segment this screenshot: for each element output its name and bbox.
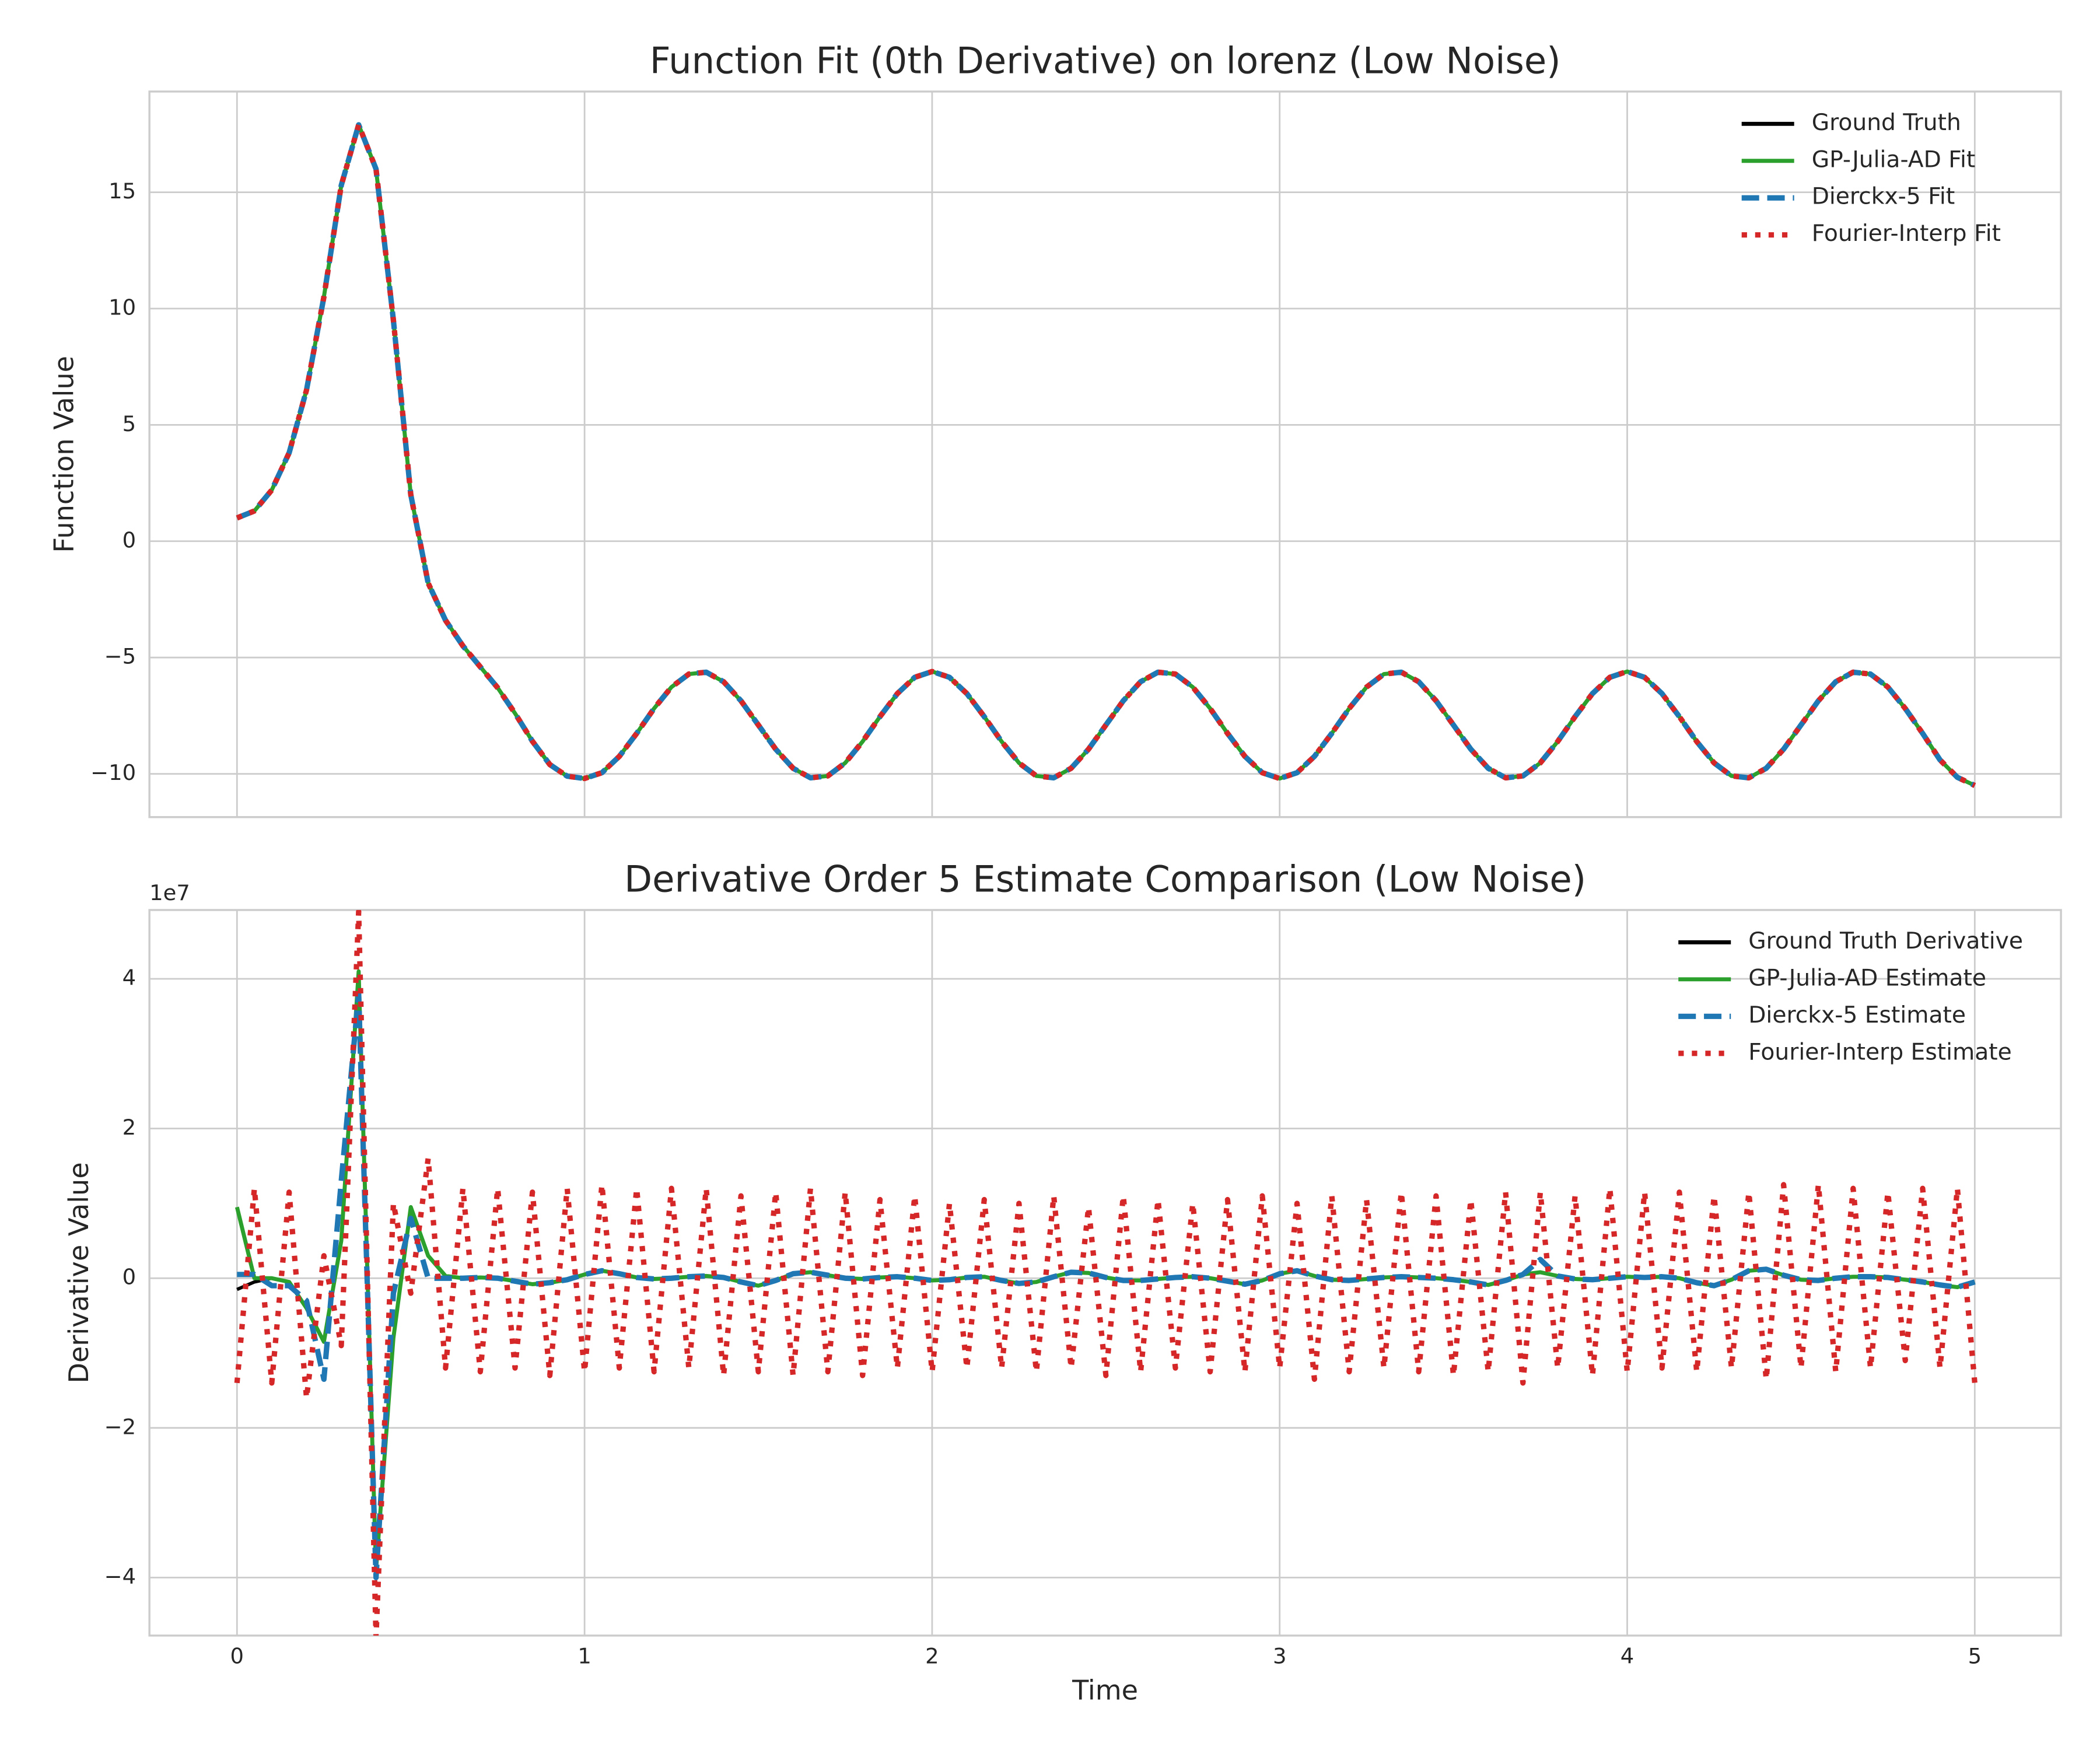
legend: Ground Truth GP-Julia-AD Fit Dierckx-5 Fit… xyxy=(1741,110,2001,247)
series-line xyxy=(237,991,1976,1581)
y-tick-label: −5 xyxy=(104,644,136,669)
y-tick-label: 10 xyxy=(108,295,136,320)
x-tick-label: 3 xyxy=(1273,1643,1286,1668)
y-tick-label: 15 xyxy=(108,178,136,204)
x-tick-label: 0 xyxy=(230,1643,244,1668)
legend-label: Dierckx-5 Estimate xyxy=(1748,1002,1966,1028)
legend-label: Dierckx-5 Fit xyxy=(1812,184,1955,210)
y-tick-label: 0 xyxy=(123,1265,136,1290)
y-tick-label: 5 xyxy=(123,411,136,436)
axes-frame xyxy=(148,90,2062,818)
y-tick-label: −2 xyxy=(104,1414,136,1439)
axes-frame xyxy=(148,909,2062,1637)
chart-title: Derivative Order 5 Estimate Comparison (… xyxy=(624,858,1586,901)
y-offset-label: 1e7 xyxy=(149,880,190,905)
x-tick-label: 4 xyxy=(1620,1643,1634,1668)
y-axis-label: Function Value xyxy=(48,356,80,553)
y-axis-label: Derivative Value xyxy=(63,1162,94,1383)
legend-label: Ground Truth Derivative xyxy=(1748,928,2023,954)
legend-label: GP-Julia-AD Estimate xyxy=(1748,965,1986,991)
x-tick-label: 2 xyxy=(925,1643,939,1668)
axes: −10 −5 0 5 10 15 Function Fit (0th Derivative)… xyxy=(48,40,2062,818)
y-tick-label: 0 xyxy=(123,527,136,552)
y-tick-label: 4 xyxy=(123,965,136,991)
x-tick-label: 5 xyxy=(1968,1643,1982,1668)
legend-label: GP-Julia-AD Fit xyxy=(1812,146,1976,173)
series-line xyxy=(234,909,1978,1636)
legend-label: Fourier-Interp Estimate xyxy=(1748,1039,2012,1065)
y-tick-label: 2 xyxy=(123,1115,136,1140)
y-tick-label: −4 xyxy=(104,1564,136,1589)
legend-label: Fourier-Interp Fit xyxy=(1812,220,2001,247)
axes: −4 −2 0 2 4 0 1 2 3 4 5 Derivative Order 5 Estimate… xyxy=(63,858,2062,1706)
x-axis-label: Time xyxy=(1072,1674,1138,1706)
x-tick-label: 1 xyxy=(578,1643,591,1668)
legend: Ground Truth Derivative GP-Julia-AD Estim… xyxy=(1678,928,2023,1065)
chart-title: Function Fit (0th Derivative) on lorenz … xyxy=(650,40,1561,82)
series-line xyxy=(236,122,1976,788)
legend-label: Ground Truth xyxy=(1812,110,1961,136)
y-tick-label: −10 xyxy=(90,760,136,785)
